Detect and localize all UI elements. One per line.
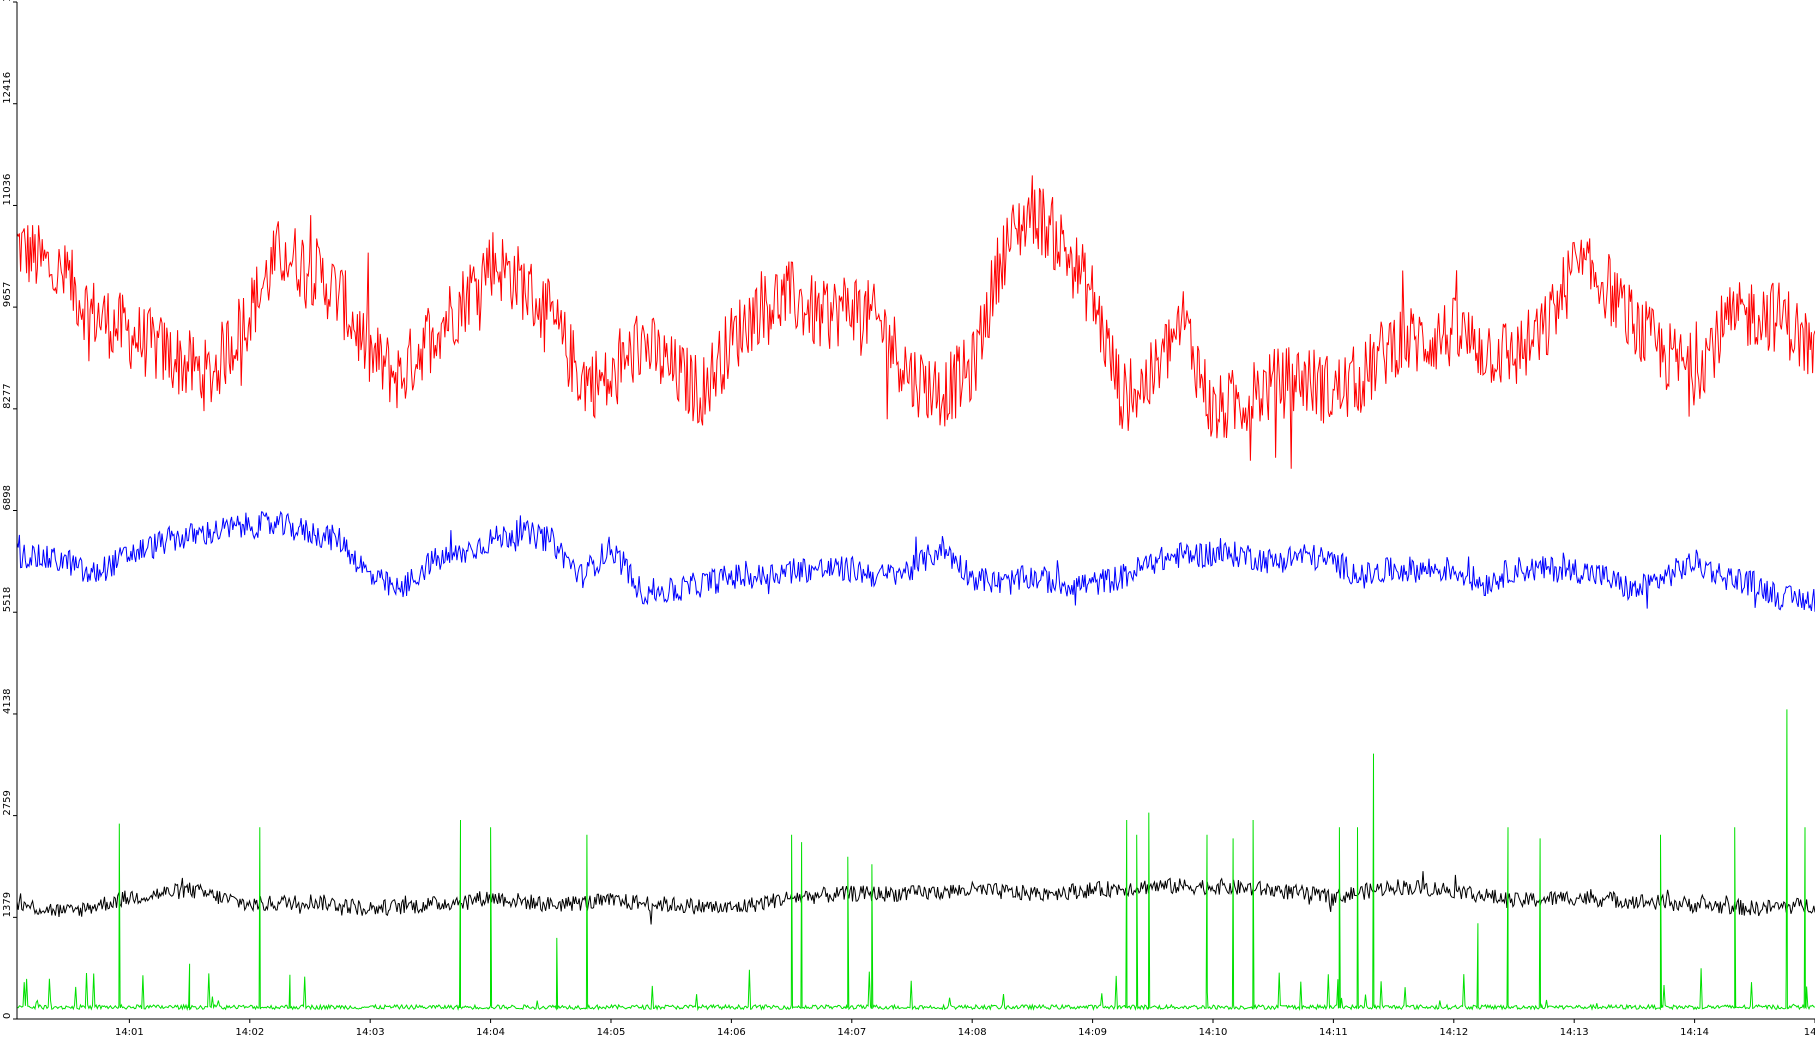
y-tick-label: 6898	[2, 485, 13, 510]
x-tick-label: 14:04	[476, 1027, 505, 1038]
x-tick-label: 14:10	[1199, 1027, 1228, 1038]
y-tick-label: 8277	[2, 383, 13, 408]
x-tick-label: 14:08	[958, 1027, 987, 1038]
plot-area	[16, 175, 1815, 1012]
y-tick-label: 9657	[2, 282, 13, 307]
red-series-line	[16, 175, 1815, 469]
x-tick-label: 14:09	[1078, 1027, 1107, 1038]
y-tick-label: 2759	[2, 790, 13, 815]
y-tick-label: 5518	[2, 587, 13, 612]
y-tick-label: 12416	[2, 72, 13, 104]
y-tick-label: 4138	[2, 689, 13, 714]
y-tick-label: 13796	[2, 0, 13, 2]
green-series-line	[16, 709, 1815, 1012]
x-tick-label: 14:1	[1804, 1027, 1815, 1038]
x-tick-label: 14:14	[1680, 1027, 1709, 1038]
x-tick-label: 14:03	[356, 1027, 385, 1038]
x-tick-label: 14:13	[1560, 1027, 1589, 1038]
x-tick-label: 14:12	[1439, 1027, 1468, 1038]
x-tick-label: 14:06	[717, 1027, 746, 1038]
black-series-line	[16, 871, 1815, 925]
x-tick-label: 14:07	[837, 1027, 866, 1038]
blue-series-line	[16, 510, 1815, 612]
x-tick-label: 14:11	[1319, 1027, 1348, 1038]
y-tick-label: 11036	[2, 174, 13, 206]
x-tick-label: 14:05	[597, 1027, 626, 1038]
y-tick-label: 0	[2, 1013, 13, 1019]
y-tick-label: 1379	[2, 892, 13, 917]
x-tick-label: 14:01	[115, 1027, 144, 1038]
x-tick-label: 14:02	[235, 1027, 264, 1038]
